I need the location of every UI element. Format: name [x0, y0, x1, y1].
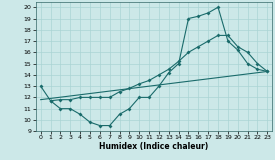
X-axis label: Humidex (Indice chaleur): Humidex (Indice chaleur) — [99, 142, 209, 151]
